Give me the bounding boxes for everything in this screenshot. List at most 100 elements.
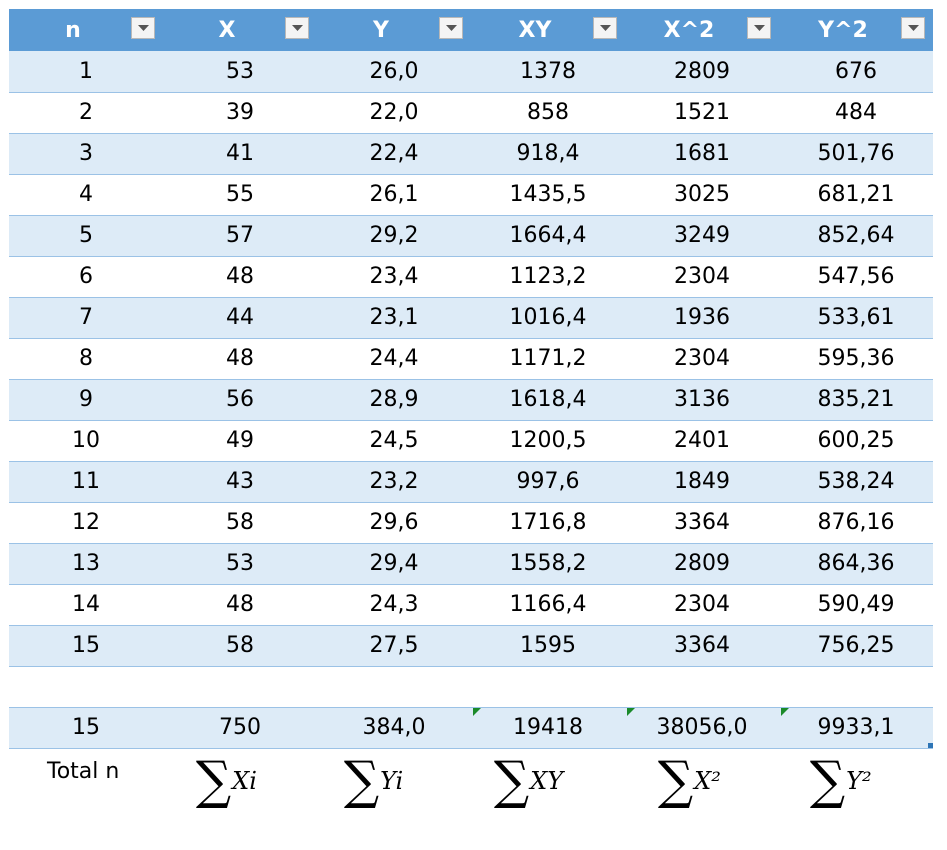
table-cell[interactable]: 858 xyxy=(471,92,625,134)
filter-dropdown-button[interactable] xyxy=(285,17,309,39)
table-cell[interactable]: 2304 xyxy=(625,584,779,626)
table-cell[interactable]: 44 xyxy=(163,297,317,339)
empty-cell[interactable] xyxy=(317,666,471,708)
table-cell[interactable]: 22,4 xyxy=(317,133,471,175)
table-cell[interactable]: 48 xyxy=(163,256,317,298)
table-cell[interactable]: 41 xyxy=(163,133,317,175)
table-cell[interactable]: 26,0 xyxy=(317,51,471,93)
empty-cell[interactable] xyxy=(9,666,163,708)
table-cell[interactable]: 595,36 xyxy=(779,338,933,380)
error-indicator-icon[interactable] xyxy=(627,707,635,716)
table-cell[interactable]: 1171,2 xyxy=(471,338,625,380)
table-cell[interactable]: 15 xyxy=(9,625,163,667)
error-indicator-icon[interactable] xyxy=(781,707,789,716)
table-cell[interactable]: 997,6 xyxy=(471,461,625,503)
table-cell[interactable]: 1378 xyxy=(471,51,625,93)
table-cell[interactable]: 484 xyxy=(779,92,933,134)
table-cell[interactable]: 852,64 xyxy=(779,215,933,257)
error-indicator-icon[interactable] xyxy=(473,707,481,716)
table-cell[interactable]: 6 xyxy=(9,256,163,298)
total-cell[interactable]: 15 xyxy=(9,707,163,749)
table-cell[interactable]: 27,5 xyxy=(317,625,471,667)
total-cell[interactable]: 384,0 xyxy=(317,707,471,749)
table-cell[interactable]: 2304 xyxy=(625,338,779,380)
table-cell[interactable]: 676 xyxy=(779,51,933,93)
table-cell[interactable]: 26,1 xyxy=(317,174,471,216)
filter-dropdown-button[interactable] xyxy=(901,17,925,39)
empty-cell[interactable] xyxy=(625,666,779,708)
filter-dropdown-button[interactable] xyxy=(131,17,155,39)
table-cell[interactable]: 24,5 xyxy=(317,420,471,462)
table-cell[interactable]: 1166,4 xyxy=(471,584,625,626)
table-cell[interactable]: 2401 xyxy=(625,420,779,462)
table-cell[interactable]: 1716,8 xyxy=(471,502,625,544)
table-cell[interactable]: 2304 xyxy=(625,256,779,298)
table-cell[interactable]: 501,76 xyxy=(779,133,933,175)
table-cell[interactable]: 39 xyxy=(163,92,317,134)
table-cell[interactable]: 1016,4 xyxy=(471,297,625,339)
table-cell[interactable]: 57 xyxy=(163,215,317,257)
table-cell[interactable]: 864,36 xyxy=(779,543,933,585)
table-cell[interactable]: 10 xyxy=(9,420,163,462)
table-cell[interactable]: 1435,5 xyxy=(471,174,625,216)
table-cell[interactable]: 2809 xyxy=(625,51,779,93)
table-cell[interactable]: 12 xyxy=(9,502,163,544)
table-cell[interactable]: 1936 xyxy=(625,297,779,339)
table-cell[interactable]: 53 xyxy=(163,543,317,585)
empty-cell[interactable] xyxy=(779,666,933,708)
table-cell[interactable]: 1521 xyxy=(625,92,779,134)
table-cell[interactable]: 3364 xyxy=(625,625,779,667)
table-cell[interactable]: 600,25 xyxy=(779,420,933,462)
table-cell[interactable]: 3025 xyxy=(625,174,779,216)
table-cell[interactable]: 533,61 xyxy=(779,297,933,339)
filter-dropdown-button[interactable] xyxy=(593,17,617,39)
total-cell[interactable]: 9933,1 xyxy=(779,707,933,749)
table-cell[interactable]: 56 xyxy=(163,379,317,421)
table-cell[interactable]: 1123,2 xyxy=(471,256,625,298)
table-cell[interactable]: 538,24 xyxy=(779,461,933,503)
table-cell[interactable]: 1664,4 xyxy=(471,215,625,257)
table-cell[interactable]: 1595 xyxy=(471,625,625,667)
table-cell[interactable]: 53 xyxy=(163,51,317,93)
table-cell[interactable]: 48 xyxy=(163,584,317,626)
table-cell[interactable]: 1558,2 xyxy=(471,543,625,585)
table-cell[interactable]: 1 xyxy=(9,51,163,93)
table-cell[interactable]: 7 xyxy=(9,297,163,339)
total-cell[interactable]: 19418 xyxy=(471,707,625,749)
table-cell[interactable]: 756,25 xyxy=(779,625,933,667)
table-cell[interactable]: 24,4 xyxy=(317,338,471,380)
table-cell[interactable]: 547,56 xyxy=(779,256,933,298)
table-cell[interactable]: 43 xyxy=(163,461,317,503)
table-cell[interactable]: 23,1 xyxy=(317,297,471,339)
total-cell[interactable]: 750 xyxy=(163,707,317,749)
table-cell[interactable]: 3136 xyxy=(625,379,779,421)
table-cell[interactable]: 29,6 xyxy=(317,502,471,544)
table-cell[interactable]: 918,4 xyxy=(471,133,625,175)
table-cell[interactable]: 48 xyxy=(163,338,317,380)
table-cell[interactable]: 876,16 xyxy=(779,502,933,544)
table-cell[interactable]: 55 xyxy=(163,174,317,216)
empty-cell[interactable] xyxy=(163,666,317,708)
table-cell[interactable]: 49 xyxy=(163,420,317,462)
table-cell[interactable]: 9 xyxy=(9,379,163,421)
table-cell[interactable]: 8 xyxy=(9,338,163,380)
table-cell[interactable]: 2809 xyxy=(625,543,779,585)
table-cell[interactable]: 13 xyxy=(9,543,163,585)
table-cell[interactable]: 1200,5 xyxy=(471,420,625,462)
table-cell[interactable]: 1618,4 xyxy=(471,379,625,421)
table-cell[interactable]: 4 xyxy=(9,174,163,216)
table-cell[interactable]: 58 xyxy=(163,625,317,667)
table-cell[interactable]: 3249 xyxy=(625,215,779,257)
table-cell[interactable]: 3 xyxy=(9,133,163,175)
table-cell[interactable]: 1849 xyxy=(625,461,779,503)
table-cell[interactable]: 14 xyxy=(9,584,163,626)
table-cell[interactable]: 29,4 xyxy=(317,543,471,585)
table-cell[interactable]: 3364 xyxy=(625,502,779,544)
table-resize-handle[interactable] xyxy=(928,742,933,748)
table-cell[interactable]: 681,21 xyxy=(779,174,933,216)
table-cell[interactable]: 23,4 xyxy=(317,256,471,298)
table-cell[interactable]: 5 xyxy=(9,215,163,257)
total-cell[interactable]: 38056,0 xyxy=(625,707,779,749)
table-cell[interactable]: 2 xyxy=(9,92,163,134)
table-cell[interactable]: 835,21 xyxy=(779,379,933,421)
